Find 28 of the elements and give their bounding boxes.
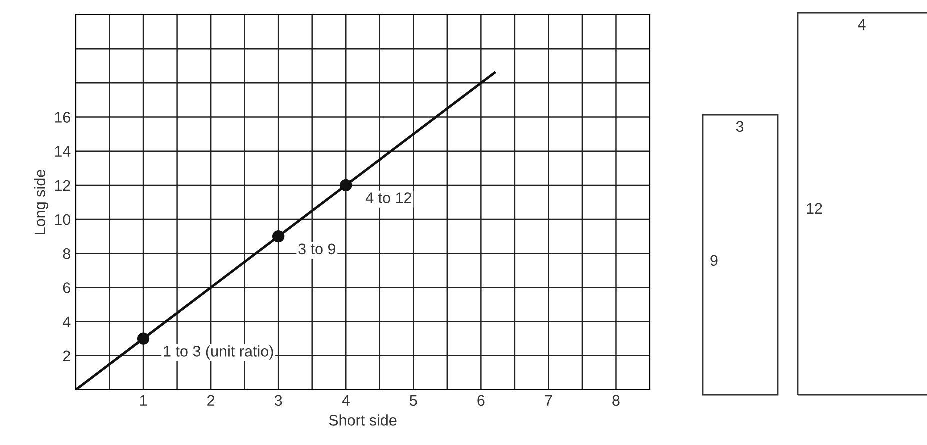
- text: 9: [710, 255, 718, 266]
- y-tick-label: 8: [63, 248, 70, 260]
- point: [340, 179, 352, 192]
- annotation: 4 to 12: [366, 192, 412, 204]
- x-axis-title: Short side: [329, 414, 397, 426]
- point: [137, 332, 150, 345]
- y-tick-label: 14: [55, 146, 71, 157]
- annotation: 3 to 9: [298, 244, 336, 255]
- x-tick-label: 4: [342, 395, 350, 406]
- annotation: 1 to 3 (unit ratio): [164, 346, 274, 360]
- y-tick-label: 6: [63, 282, 70, 294]
- x-tick-label: 7: [545, 395, 552, 406]
- text: 4: [858, 19, 866, 30]
- y-tick-label: 4: [62, 316, 71, 328]
- x-tick-label: 2: [208, 395, 215, 406]
- y-tick-label: 16: [55, 112, 70, 123]
- x-tick-label: 6: [478, 395, 485, 406]
- x-tick-label: 5: [410, 395, 418, 406]
- x-tick-label: 3: [274, 395, 282, 406]
- y-tick-label: 2: [63, 350, 70, 362]
- text: 3: [736, 121, 744, 132]
- y-tick-label: 12: [55, 180, 70, 191]
- y-tick-label: 10: [55, 214, 71, 226]
- text: 12: [807, 203, 822, 214]
- x-tick-label: 8: [612, 395, 620, 406]
- x-tick-label: 1: [140, 395, 148, 406]
- y-axis-title: Long side: [34, 170, 49, 234]
- point: [272, 230, 285, 243]
